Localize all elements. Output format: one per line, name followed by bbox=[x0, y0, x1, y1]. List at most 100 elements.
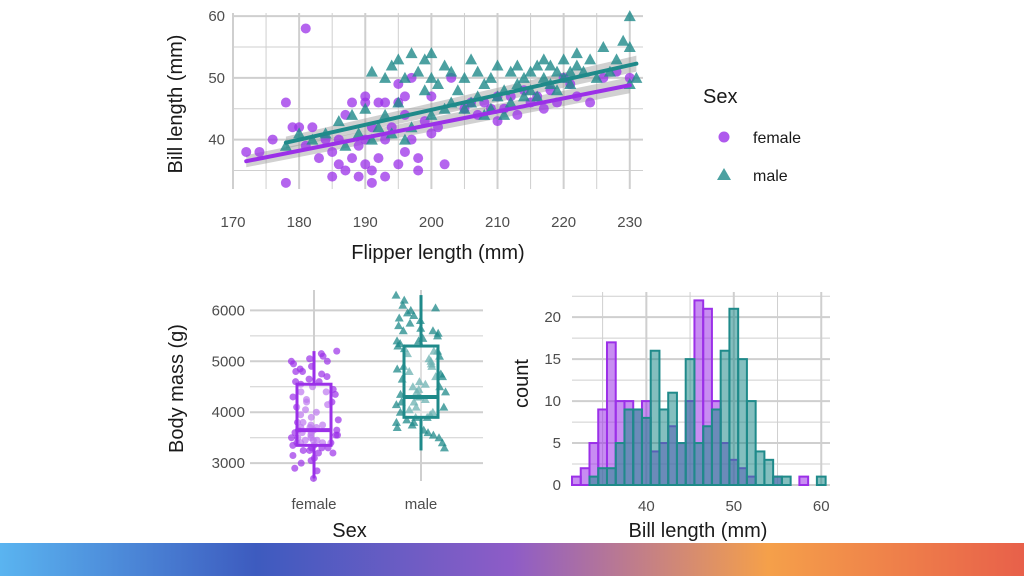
y-tick-label: 40 bbox=[208, 132, 225, 149]
female-jitter-point bbox=[301, 436, 309, 444]
female-point bbox=[313, 153, 324, 164]
male-histogram-bar bbox=[623, 408, 635, 487]
female-jitter-point bbox=[333, 431, 341, 439]
legend-female-label: female bbox=[753, 130, 801, 147]
male-histogram-bar bbox=[772, 475, 783, 487]
female-jitter-point bbox=[307, 434, 315, 442]
male-point bbox=[537, 53, 550, 65]
male-jitter-point bbox=[439, 443, 449, 452]
male-histogram-bar bbox=[737, 358, 748, 486]
male-histogram-bar bbox=[675, 442, 687, 487]
histogram-panel: 40 50 60 0 5 10 15 20 Bill length (mm) count bbox=[511, 292, 830, 542]
female-jitter-point bbox=[288, 434, 296, 442]
female-point bbox=[340, 165, 351, 176]
male-jitter-point bbox=[404, 366, 414, 375]
male-point bbox=[517, 71, 530, 83]
male-point bbox=[623, 10, 636, 22]
female-jitter-point bbox=[307, 413, 315, 421]
male-jitter-point bbox=[424, 354, 434, 363]
y-axis-title: Bill length (mm) bbox=[165, 35, 187, 174]
female-trend-line bbox=[244, 83, 632, 164]
male-point bbox=[570, 59, 583, 71]
female-point bbox=[399, 146, 410, 157]
male-jitter-point bbox=[392, 336, 402, 345]
male-histogram-bar bbox=[667, 391, 678, 486]
scatter-panel: 170 180 190 200 210 220 230 40 50 60 Flipper lengt… bbox=[165, 8, 643, 264]
male-histogram-bar bbox=[754, 450, 766, 486]
male-histogram-bar bbox=[702, 425, 713, 486]
male-jitter-point bbox=[399, 295, 409, 304]
male-histogram-bar bbox=[745, 400, 757, 486]
female-jitter-point bbox=[329, 449, 337, 457]
female-jitter-point bbox=[322, 388, 330, 396]
male-jitter-point bbox=[391, 417, 401, 426]
male-trend-line bbox=[283, 61, 639, 145]
female-point bbox=[538, 103, 549, 114]
female-histogram-bar bbox=[579, 467, 591, 486]
male-point bbox=[630, 71, 643, 83]
y-axis-title: Body mass (g) bbox=[166, 324, 188, 453]
female-jitter-point bbox=[297, 411, 305, 419]
female-jitter-point bbox=[287, 357, 295, 365]
x-tick-label: 40 bbox=[638, 498, 655, 515]
female-jitter-point bbox=[307, 421, 315, 429]
female-jitter-point bbox=[291, 464, 299, 472]
female-point bbox=[280, 177, 291, 188]
female-point bbox=[360, 159, 371, 170]
female-jitter-point bbox=[333, 426, 341, 434]
y-tick-label: 6000 bbox=[212, 302, 245, 319]
male-point bbox=[392, 96, 405, 108]
male-jitter-point bbox=[411, 402, 421, 411]
female-point bbox=[360, 91, 371, 102]
legend-male-label: male bbox=[753, 168, 788, 185]
y-tick-label: 5 bbox=[553, 435, 561, 452]
male-jitter-point bbox=[434, 433, 444, 442]
female-point bbox=[294, 122, 305, 133]
male-point bbox=[332, 115, 345, 127]
male-histogram-bar bbox=[632, 408, 643, 487]
male-histogram-bar bbox=[597, 467, 608, 486]
male-point bbox=[524, 84, 537, 96]
male-jitter-point bbox=[441, 387, 451, 396]
male-point bbox=[432, 78, 444, 90]
x-axis-title: Sex bbox=[332, 520, 366, 542]
male-jitter-point bbox=[391, 290, 401, 299]
female-point bbox=[267, 134, 278, 145]
male-histogram-bar bbox=[640, 416, 652, 486]
male-point bbox=[398, 133, 411, 145]
male-point bbox=[551, 65, 564, 77]
x-tick-label: 220 bbox=[551, 214, 576, 231]
male-point bbox=[465, 53, 478, 65]
male-jitter-point bbox=[402, 415, 412, 424]
female-point bbox=[366, 165, 377, 176]
x-tick-label: 210 bbox=[485, 214, 510, 231]
male-point bbox=[418, 53, 431, 65]
male-point bbox=[458, 71, 471, 83]
female-point bbox=[413, 165, 424, 176]
female-histogram-bar bbox=[605, 341, 617, 487]
male-jitter-point bbox=[429, 346, 439, 355]
female-point bbox=[585, 97, 596, 108]
y-tick-label: 3000 bbox=[212, 455, 245, 472]
male-point bbox=[293, 127, 306, 139]
male-histogram-bar bbox=[815, 475, 827, 487]
female-point bbox=[380, 97, 391, 108]
x-axis-title: Bill length (mm) bbox=[629, 520, 768, 542]
male-jitter-point bbox=[391, 400, 401, 409]
male-jitter-point bbox=[409, 310, 419, 319]
male-jitter-point bbox=[394, 313, 404, 322]
y-tick-label: 4000 bbox=[212, 404, 245, 421]
male-histogram-bar bbox=[658, 408, 670, 487]
male-jitter-point bbox=[409, 417, 419, 426]
female-point bbox=[307, 122, 318, 133]
male-jitter-point bbox=[428, 430, 438, 439]
male-histogram-bar bbox=[780, 475, 792, 487]
male-point bbox=[517, 90, 530, 102]
male-point bbox=[438, 59, 451, 71]
male-point bbox=[511, 59, 524, 71]
male-histogram-bar bbox=[588, 475, 600, 487]
male-point bbox=[471, 65, 484, 77]
female-jitter-point bbox=[299, 367, 307, 375]
male-jitter-point bbox=[412, 387, 422, 396]
